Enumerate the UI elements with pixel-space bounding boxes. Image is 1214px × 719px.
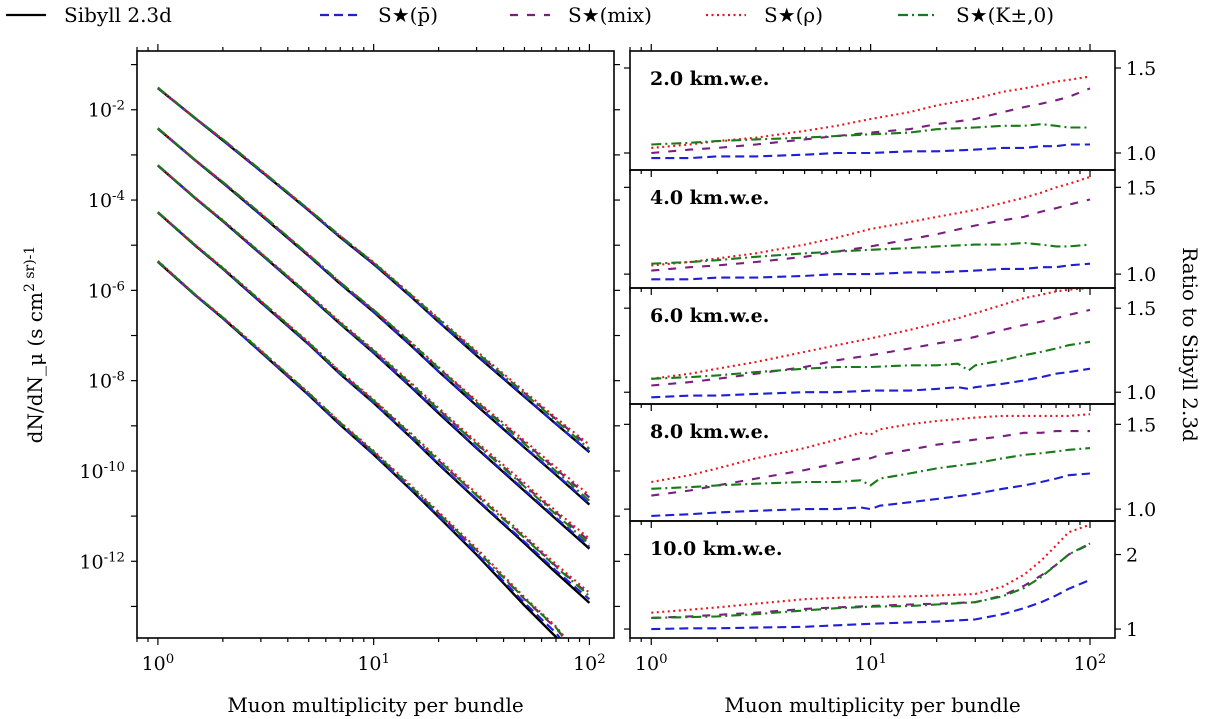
ratio-y-tick-label-3-2: 1.5 xyxy=(1126,298,1156,320)
ratio-series-pbar-3 xyxy=(651,367,1091,399)
ratio-series-rho-2 xyxy=(651,175,1091,267)
ratio-y-axis-label: Ratio to Sibyll 2.3d xyxy=(1178,247,1202,442)
ratio-x-tick-label-2: 101 xyxy=(854,652,887,676)
ratio-series-pbar-4 xyxy=(651,472,1091,517)
main-x-tick-label-2: 101 xyxy=(357,652,390,676)
ratio-x-axis-label: Muon multiplicity per bundle xyxy=(724,693,1020,717)
main-series-pbar-5 xyxy=(157,261,562,638)
ratio-y-tick-label-2-2: 1.5 xyxy=(1126,177,1156,199)
legend-label-sibyll: Sibyll 2.3d xyxy=(64,3,172,27)
ratio-subplot-2: 1.0 1.5 4.0 km.w.e. xyxy=(624,169,1156,295)
legend-label-mix: S★(mix) xyxy=(568,3,652,27)
ratio-series-pbar-5 xyxy=(651,578,1091,631)
main-y-axis-label: dN/dN_μ (s cm2 sr)-1 xyxy=(22,246,47,444)
depth-label-1: 2.0 km.w.e. xyxy=(650,68,769,90)
main-y-tick-label-1: 10-2 xyxy=(88,98,125,122)
bundle-2 xyxy=(157,127,591,506)
main-series-mix-5 xyxy=(157,260,566,638)
main-y-ticks xyxy=(131,63,620,608)
main-series-pbar-1 xyxy=(157,87,591,453)
main-series-sibyll-4 xyxy=(157,211,591,604)
legend-entry-kaon: S★(K±,0) xyxy=(898,3,1054,27)
main-series-pbar-3 xyxy=(157,164,591,548)
ratio-y-tick-label-3-1: 1.0 xyxy=(1126,382,1156,404)
ratio-series-rho-4 xyxy=(651,413,1091,484)
ratio-frame-5 xyxy=(629,520,1116,639)
main-x-ticks xyxy=(136,44,591,645)
legend-label-kaon: S★(K±,0) xyxy=(956,3,1054,27)
depth-label-2: 4.0 km.w.e. xyxy=(650,187,769,209)
ratio-series-kaon-2 xyxy=(651,241,1091,265)
ratio-x-tick-label-1: 100 xyxy=(635,652,668,676)
ratio-series-pbar-1 xyxy=(651,143,1090,160)
main-series-kaon-4 xyxy=(157,211,591,597)
main-x-axis-label: Muon multiplicity per bundle xyxy=(227,693,523,717)
ratio-series-kaon-3 xyxy=(651,340,1091,380)
main-series-pbar-4 xyxy=(157,211,591,600)
ratio-panel: 1.0 1.5 2.0 km.w.e. 1.0 1.5 4.0 km.w.e. 1.0 1.5… xyxy=(624,44,1202,717)
ratio-subplot-4: 1.0 1.5 8.0 km.w.e. xyxy=(624,403,1156,528)
ratio-x-tick-label-3: 102 xyxy=(1074,652,1107,676)
main-series-kaon-5 xyxy=(157,260,566,638)
ratio-series-mix-4 xyxy=(651,430,1090,497)
ratio-subplot-1: 1.0 1.5 2.0 km.w.e. xyxy=(624,44,1156,177)
ratio-series-mix-1 xyxy=(651,87,1091,155)
legend-entry-rho: S★(ρ) xyxy=(706,3,823,27)
main-frame xyxy=(136,50,615,639)
ratio-subplot-3: 1.0 1.5 6.0 km.w.e. xyxy=(624,287,1156,411)
main-series-kaon-1 xyxy=(157,86,591,450)
main-x-tick-label-3: 102 xyxy=(573,652,606,676)
ratio-series-mix-2 xyxy=(651,198,1091,272)
depth-label-5: 10.0 km.w.e. xyxy=(650,538,783,560)
main-panel: 100 101 102 10-2 10-4 10-6 10-8 10-10 10-12 Muon … xyxy=(22,44,620,717)
ratio-y-tick-label-4-2: 1.5 xyxy=(1126,414,1156,436)
ratio-series-mix-3 xyxy=(651,308,1091,387)
main-series-rho-3 xyxy=(157,164,591,540)
ratio-series-kaon-4 xyxy=(651,447,1091,490)
main-x-tick-label-1: 100 xyxy=(142,652,175,676)
legend-label-pbar: S★(p̄) xyxy=(378,3,438,27)
ratio-series-kaon-1 xyxy=(651,123,1090,146)
main-series-kaon-2 xyxy=(157,127,591,502)
ratio-series-kaon-5 xyxy=(651,542,1091,619)
ratio-y-tick-label-4-1: 1.0 xyxy=(1126,499,1156,521)
main-y-tick-label-4: 10-8 xyxy=(88,369,125,393)
main-y-tick-label-5: 10-10 xyxy=(79,459,125,483)
bundle-1 xyxy=(157,86,591,454)
main-y-tick-label-3: 10-6 xyxy=(88,279,125,303)
ratio-series-rho-1 xyxy=(651,75,1091,149)
ratio-series-rho-3 xyxy=(651,288,1091,380)
legend-entry-mix: S★(mix) xyxy=(510,3,652,27)
depth-label-4: 8.0 km.w.e. xyxy=(650,421,769,443)
ratio-y-tick-label-2-1: 1.0 xyxy=(1126,264,1156,286)
main-y-tick-label-2: 10-4 xyxy=(88,189,125,213)
ratio-series-pbar-2 xyxy=(651,262,1091,281)
main-curves xyxy=(157,86,591,638)
main-series-sibyll-5 xyxy=(157,260,559,638)
main-series-kaon-3 xyxy=(157,164,591,545)
ratio-y-tick-label-5-2: 2 xyxy=(1126,545,1138,567)
main-series-mix-1 xyxy=(157,87,591,448)
main-series-mix-2 xyxy=(157,127,591,499)
ratio-subplot-5: 1 2 10.0 km.w.e. xyxy=(624,520,1138,645)
bundle-4 xyxy=(157,211,591,604)
ratio-y-tick-label-1-1: 1.0 xyxy=(1126,143,1156,165)
bundle-5 xyxy=(157,260,567,638)
ratio-y-tick-label-1-2: 1.5 xyxy=(1126,58,1156,80)
legend-entry-sibyll: Sibyll 2.3d xyxy=(6,3,172,27)
legend-entry-pbar: S★(p̄) xyxy=(320,3,438,27)
depth-label-3: 6.0 km.w.e. xyxy=(650,305,769,327)
ratio-y-tick-label-5-1: 1 xyxy=(1126,619,1138,641)
legend-label-rho: S★(ρ) xyxy=(764,3,823,27)
bundle-3 xyxy=(157,164,591,550)
ratio-series-mix-5 xyxy=(651,543,1091,619)
legend: Sibyll 2.3d S★(p̄) S★(mix) S★(ρ) S★(K±,0) xyxy=(6,3,1054,27)
main-y-tick-label-6: 10-12 xyxy=(79,550,125,574)
